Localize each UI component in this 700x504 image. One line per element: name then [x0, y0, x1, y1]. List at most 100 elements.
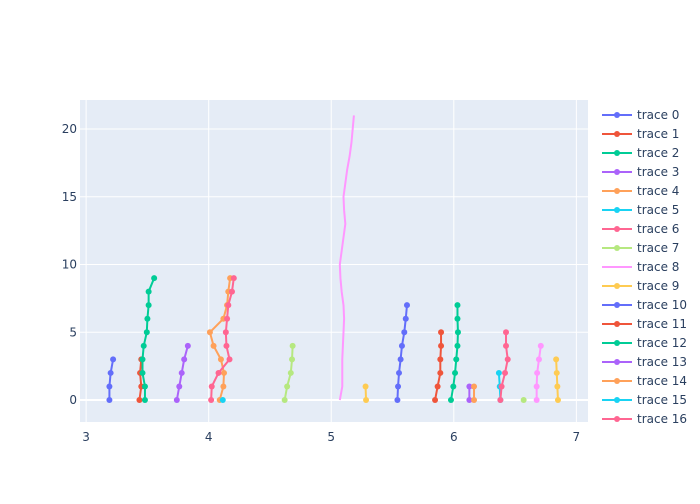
- data-point: [448, 397, 454, 403]
- data-point: [211, 343, 217, 349]
- legend-marker-icon: [614, 283, 620, 289]
- data-point: [108, 370, 114, 376]
- trace: [220, 397, 226, 403]
- legend-label: trace 18: [637, 450, 687, 464]
- y-tick-label: 10: [62, 258, 77, 272]
- data-point: [144, 329, 150, 335]
- legend-marker-icon: [614, 340, 620, 346]
- data-point: [209, 383, 215, 389]
- data-point: [454, 302, 460, 308]
- legend-label: trace 6: [637, 222, 679, 236]
- legend-item[interactable]: trace 15: [602, 393, 687, 407]
- data-point: [218, 356, 224, 362]
- legend-label: trace 17: [637, 431, 687, 445]
- data-point: [502, 370, 508, 376]
- data-point: [403, 316, 409, 322]
- legend-item[interactable]: trace 12: [602, 336, 687, 350]
- data-point: [224, 316, 230, 322]
- legend-marker-icon: [614, 150, 620, 156]
- data-point: [450, 383, 456, 389]
- data-point: [146, 289, 152, 295]
- data-point: [435, 383, 441, 389]
- data-point: [471, 383, 477, 389]
- data-point: [284, 383, 290, 389]
- legend-label: trace 1: [637, 127, 679, 141]
- x-tick-label: 4: [205, 430, 213, 444]
- legend-item[interactable]: trace 17: [602, 431, 687, 445]
- legend-item[interactable]: trace 11: [602, 317, 687, 331]
- legend-item[interactable]: trace 1: [602, 127, 679, 141]
- data-point: [140, 370, 146, 376]
- legend-item[interactable]: trace 10: [602, 298, 687, 312]
- data-point: [454, 316, 460, 322]
- legend-item[interactable]: trace 18: [602, 450, 687, 464]
- data-point: [288, 370, 294, 376]
- legend-marker-icon: [614, 416, 620, 422]
- legend-item[interactable]: trace 4: [602, 184, 679, 198]
- data-point: [185, 343, 191, 349]
- legend-label: trace 13: [637, 355, 687, 369]
- legend-item[interactable]: trace 2: [602, 146, 679, 160]
- legend-marker-icon: [614, 359, 620, 365]
- legend-marker-icon: [614, 131, 620, 137]
- data-point: [453, 356, 459, 362]
- legend-marker-icon: [614, 169, 620, 175]
- legend-item[interactable]: trace 16: [602, 412, 687, 426]
- data-point: [554, 383, 560, 389]
- legend-label: trace 12: [637, 336, 687, 350]
- data-point: [289, 356, 295, 362]
- data-point: [505, 356, 511, 362]
- data-point: [452, 370, 458, 376]
- legend-item[interactable]: trace 19: [602, 469, 687, 483]
- legend-item[interactable]: trace 7: [602, 241, 679, 255]
- legend[interactable]: trace 0 trace 1 trace 2 trace 3 trace 4 trace…: [602, 108, 687, 483]
- data-point: [455, 329, 461, 335]
- legend-marker-icon: [614, 245, 620, 251]
- legend-marker-icon: [614, 454, 620, 460]
- x-tick-label: 6: [450, 430, 458, 444]
- data-point: [363, 383, 369, 389]
- data-point: [437, 370, 443, 376]
- legend-item[interactable]: trace 3: [602, 165, 679, 179]
- data-point: [221, 370, 227, 376]
- legend-item[interactable]: trace 9: [602, 279, 679, 293]
- data-point: [225, 302, 231, 308]
- legend-label: trace 4: [637, 184, 679, 198]
- legend-label: trace 2: [637, 146, 679, 160]
- legend-label: trace 8: [637, 260, 679, 274]
- legend-label: trace 16: [637, 412, 687, 426]
- legend-marker-icon: [614, 397, 620, 403]
- data-point: [555, 397, 561, 403]
- data-point: [503, 343, 509, 349]
- data-point: [207, 329, 213, 335]
- data-point: [438, 329, 444, 335]
- data-point: [538, 343, 544, 349]
- plot-background: [80, 100, 588, 422]
- legend-item[interactable]: trace 8: [602, 260, 679, 274]
- y-tick-label: 15: [62, 190, 77, 204]
- data-point: [396, 370, 402, 376]
- data-point: [432, 397, 438, 403]
- legend-item[interactable]: trace 6: [602, 222, 679, 236]
- data-point: [215, 370, 221, 376]
- data-point: [106, 383, 112, 389]
- data-point: [110, 356, 116, 362]
- data-point: [151, 275, 157, 281]
- legend-marker-icon: [614, 112, 620, 118]
- legend-item[interactable]: trace 13: [602, 355, 687, 369]
- legend-marker-icon: [614, 473, 620, 479]
- data-point: [106, 397, 112, 403]
- data-point: [499, 383, 505, 389]
- legend-label: trace 15: [637, 393, 687, 407]
- legend-marker-icon: [614, 321, 620, 327]
- legend-item[interactable]: trace 14: [602, 374, 687, 388]
- data-point: [404, 302, 410, 308]
- data-point: [534, 383, 540, 389]
- legend-marker-icon: [614, 207, 620, 213]
- y-tick-label: 5: [69, 325, 77, 339]
- legend-item[interactable]: trace 0: [602, 108, 679, 122]
- x-tick-label: 5: [327, 430, 335, 444]
- data-point: [290, 343, 296, 349]
- y-tick-label: 20: [62, 122, 77, 136]
- legend-item[interactable]: trace 5: [602, 203, 679, 217]
